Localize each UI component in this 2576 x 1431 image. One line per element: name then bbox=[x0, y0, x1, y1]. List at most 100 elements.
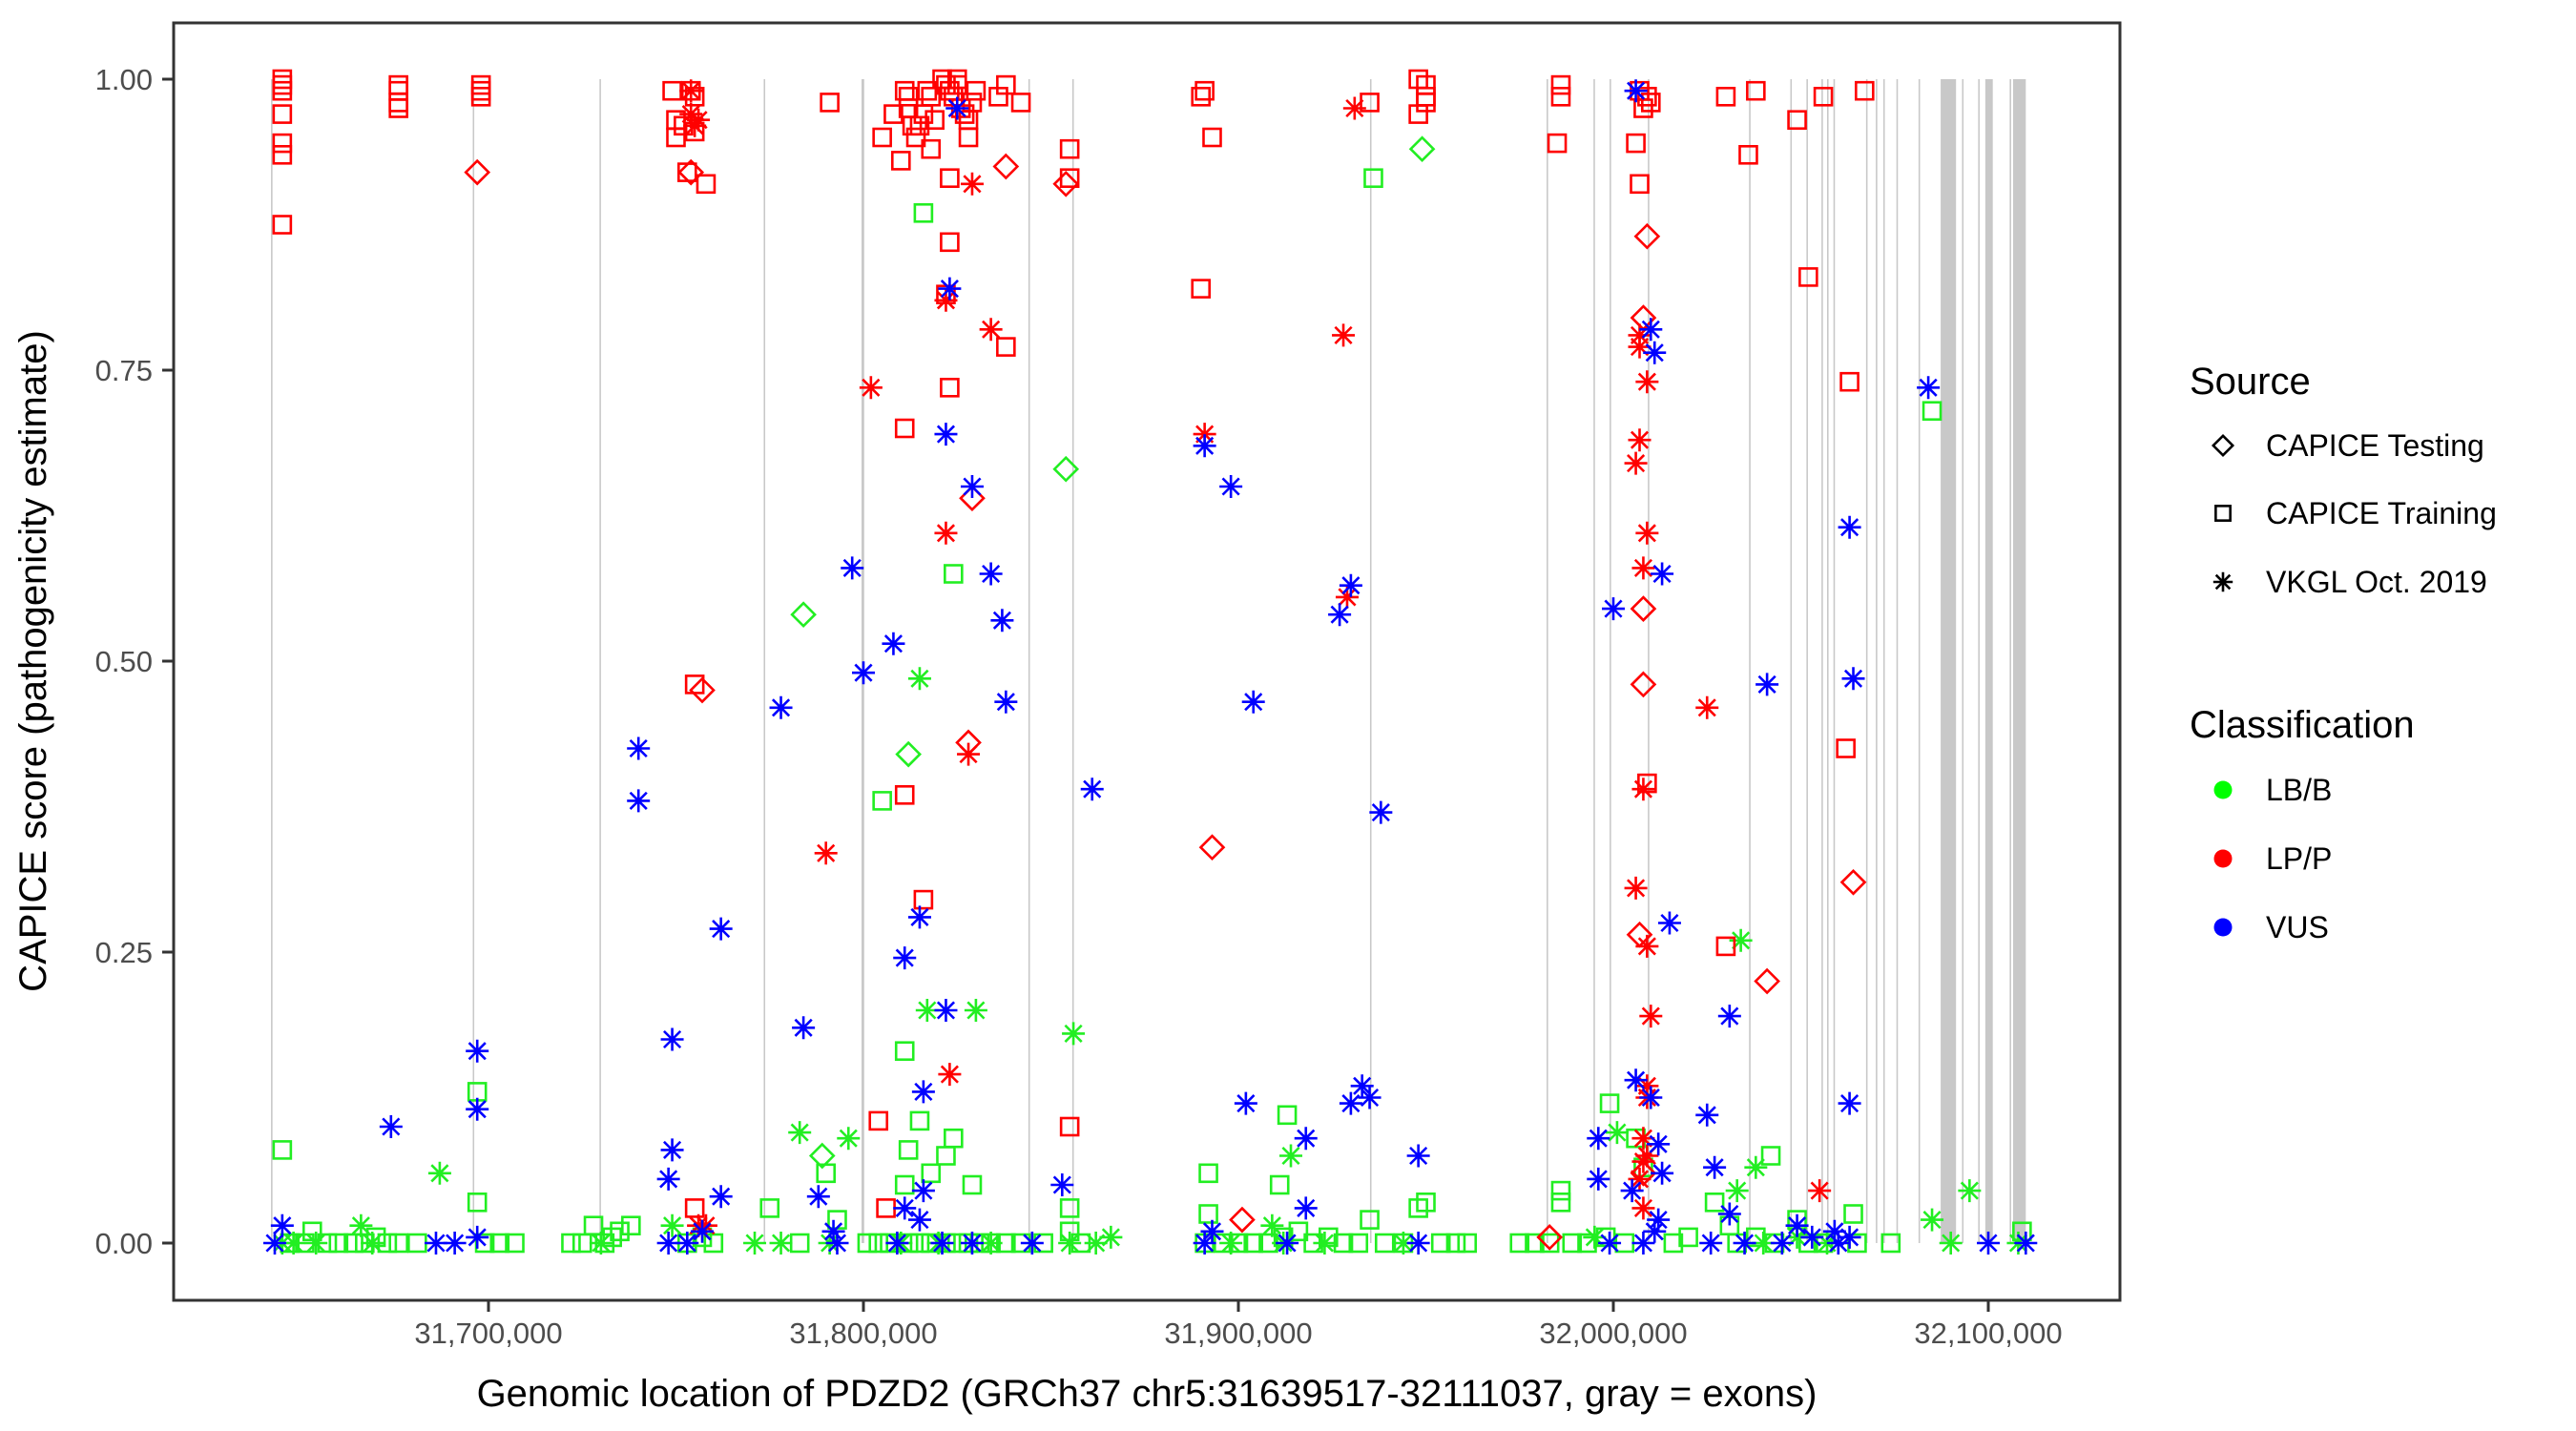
data-point-asterisk bbox=[1294, 1127, 1318, 1151]
data-point-square bbox=[467, 1192, 488, 1213]
exon-band bbox=[2012, 79, 2026, 1243]
data-point-asterisk bbox=[1917, 376, 1941, 400]
data-point-square bbox=[1738, 145, 1758, 165]
data-point-asterisk bbox=[1752, 1232, 1776, 1255]
data-point-square bbox=[996, 74, 1016, 95]
data-point-asterisk bbox=[1639, 1005, 1663, 1028]
exon-band bbox=[1882, 79, 1885, 1243]
data-point-asterisk bbox=[1620, 1179, 1644, 1203]
data-point-diamond bbox=[808, 1142, 836, 1170]
data-point-asterisk bbox=[1635, 1074, 1659, 1098]
y-tick-label: 1.00 bbox=[95, 63, 153, 96]
data-point-asterisk bbox=[852, 661, 875, 685]
data-point-asterisk bbox=[1841, 667, 1865, 691]
data-point-square bbox=[1198, 1204, 1218, 1224]
data-point-asterisk bbox=[1657, 911, 1681, 935]
data-point-square bbox=[898, 1140, 919, 1160]
data-point-asterisk bbox=[1631, 1196, 1655, 1220]
exon-band bbox=[1962, 79, 1964, 1243]
data-point-square bbox=[272, 1140, 293, 1160]
data-point-asterisk bbox=[1587, 1167, 1610, 1191]
data-point-asterisk bbox=[675, 1232, 699, 1255]
data-point-square bbox=[388, 98, 408, 118]
data-point-diamond bbox=[677, 158, 705, 186]
data-point-asterisk bbox=[1628, 1167, 1652, 1191]
y-axis: 0.00 0.25 0.50 0.75 1.00 bbox=[95, 63, 174, 1260]
data-point-asterisk bbox=[1406, 1232, 1430, 1255]
data-point-square bbox=[917, 80, 938, 101]
data-point-square bbox=[1630, 174, 1650, 195]
data-point-asterisk bbox=[1838, 515, 1861, 539]
exon-band bbox=[1984, 79, 1993, 1243]
data-point-square bbox=[921, 138, 942, 159]
data-point-asterisk bbox=[938, 1063, 962, 1087]
data-point-asterisk bbox=[934, 423, 958, 446]
data-point-square bbox=[1363, 168, 1383, 188]
data-point-asterisk bbox=[1635, 934, 1659, 958]
data-point-asterisk bbox=[1587, 1127, 1610, 1151]
data-point-square bbox=[1663, 1233, 1684, 1254]
data-point-asterisk bbox=[1193, 1232, 1216, 1255]
data-point-diamond bbox=[464, 158, 491, 186]
exon-band bbox=[1806, 79, 1808, 1243]
data-point-asterisk bbox=[934, 521, 958, 545]
x-tick-label: 31,800,000 bbox=[789, 1317, 937, 1350]
data-point-square bbox=[489, 1233, 510, 1254]
data-point-asterisk bbox=[825, 1232, 849, 1255]
data-point-asterisk bbox=[1838, 1091, 1861, 1115]
data-point-asterisk bbox=[1583, 1225, 1607, 1249]
data-point-asterisk bbox=[1635, 521, 1659, 545]
data-point-square bbox=[1715, 936, 1736, 957]
data-point-asterisk bbox=[1335, 585, 1359, 609]
x-tick-label: 31,700,000 bbox=[414, 1317, 562, 1350]
data-point-asterisk bbox=[1020, 1232, 1044, 1255]
data-point-diamond bbox=[790, 601, 817, 629]
data-point-asterisk bbox=[1058, 1232, 1082, 1255]
data-point-square bbox=[1550, 1192, 1571, 1213]
data-point-asterisk bbox=[281, 1232, 305, 1255]
data-point-asterisk bbox=[994, 690, 1018, 714]
y-tick-label: 0.50 bbox=[95, 645, 153, 678]
exon-band bbox=[1941, 79, 1957, 1243]
data-point-square bbox=[1059, 138, 1080, 159]
data-point-asterisk bbox=[930, 1232, 954, 1255]
data-point-asterisk bbox=[1241, 690, 1265, 714]
data-point-square bbox=[328, 1233, 349, 1254]
exon-band bbox=[1610, 79, 1611, 1243]
data-point-asterisk bbox=[1822, 1219, 1846, 1243]
data-point-asterisk bbox=[907, 667, 931, 691]
data-point-asterisk bbox=[938, 277, 962, 301]
data-point-asterisk bbox=[979, 562, 1003, 586]
data-point-asterisk bbox=[945, 96, 969, 120]
data-point-asterisk bbox=[1631, 1150, 1655, 1173]
data-point-diamond bbox=[1630, 595, 1657, 622]
data-point-asterisk bbox=[957, 742, 981, 766]
exon-band bbox=[599, 79, 601, 1243]
data-point-square bbox=[1746, 80, 1766, 101]
data-point-square bbox=[1637, 87, 1657, 107]
data-point-asterisk bbox=[934, 288, 958, 312]
data-point-asterisk bbox=[1703, 1155, 1727, 1179]
data-point-asterisk bbox=[1717, 1005, 1741, 1028]
x-axis: 31,700,000 31,800,000 31,900,000 32,000,000… bbox=[414, 1300, 2063, 1350]
data-point-asterisk bbox=[859, 376, 883, 400]
y-axis-title: CAPICE score (pathogenicity estimate) bbox=[12, 330, 54, 992]
exon-band bbox=[1978, 79, 1980, 1243]
data-point-asterisk bbox=[1328, 603, 1352, 627]
data-point-asterisk bbox=[709, 1185, 733, 1209]
data-point-square bbox=[905, 127, 926, 148]
legend: Source CAPICE Testing CAPICE Training VKGL … bbox=[2190, 361, 2497, 944]
data-point-asterisk bbox=[1406, 1144, 1430, 1168]
legend-label: LB/B bbox=[2266, 773, 2332, 807]
data-point-asterisk bbox=[769, 1232, 793, 1255]
y-tick-label: 0.25 bbox=[95, 936, 153, 969]
data-point-square bbox=[610, 1221, 630, 1242]
data-point-asterisk bbox=[1080, 778, 1104, 801]
data-point-square bbox=[1416, 93, 1436, 113]
data-point-square bbox=[1445, 1233, 1466, 1254]
data-point-asterisk bbox=[1260, 1213, 1284, 1237]
data-point-asterisk bbox=[262, 1232, 286, 1255]
data-point-asterisk bbox=[1628, 428, 1652, 452]
data-point-asterisk bbox=[466, 1225, 489, 1249]
data-point-asterisk bbox=[656, 1167, 680, 1191]
